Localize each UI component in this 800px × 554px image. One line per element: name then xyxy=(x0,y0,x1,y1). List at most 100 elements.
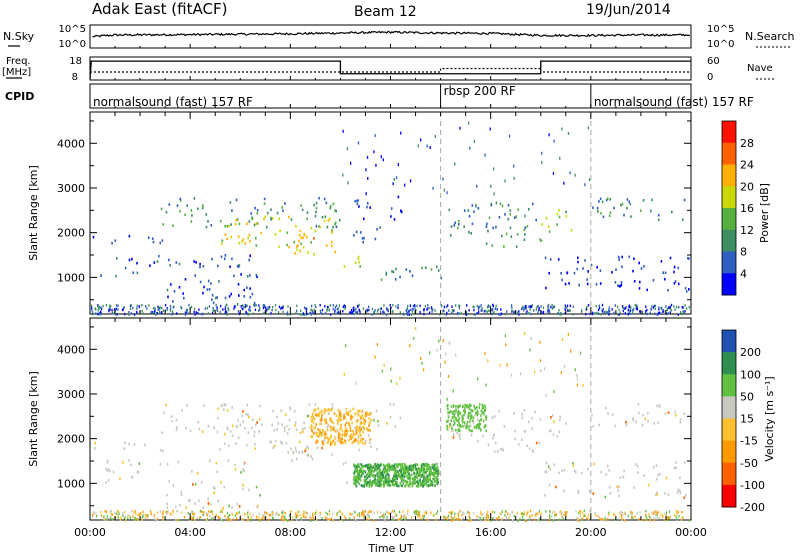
scatter-cell xyxy=(172,312,174,315)
velocity-positive-cell xyxy=(401,475,404,478)
velocity-positive-cell xyxy=(361,484,364,488)
scatter-cell xyxy=(212,301,215,305)
scatter-cell xyxy=(673,282,676,285)
scatter-cell xyxy=(192,517,194,520)
velocity-positive-cell xyxy=(484,406,487,409)
velocity-negative-cell xyxy=(315,441,317,444)
velocity-negative-cell xyxy=(349,429,352,432)
velocity-positive-cell xyxy=(478,424,480,428)
scatter-cell xyxy=(624,512,627,516)
scatter-cell xyxy=(620,514,622,517)
velocity-positive-cell xyxy=(374,468,376,472)
scatter-cell xyxy=(314,512,316,515)
scatter-cell xyxy=(587,270,589,273)
scatter-cell xyxy=(442,310,444,313)
scatter-cell xyxy=(485,242,488,245)
scatter-cell xyxy=(144,443,146,447)
y-tick-label: 2000 xyxy=(57,227,85,240)
scatter-cell xyxy=(219,448,221,451)
scatter-cell xyxy=(326,307,328,311)
scatter-cell xyxy=(226,427,229,431)
velocity-positive-cell xyxy=(359,470,361,473)
scatter-cell xyxy=(335,225,338,229)
scatter-cell xyxy=(622,306,624,310)
velocity-positive-cell xyxy=(407,473,410,477)
scatter-cell xyxy=(682,306,684,309)
scatter-cell xyxy=(433,513,435,517)
scatter-cell xyxy=(656,313,658,316)
scatter-cell xyxy=(463,512,465,515)
scatter-cell xyxy=(426,144,428,148)
scatter-cell xyxy=(109,510,111,514)
scatter-cell xyxy=(231,513,234,516)
velocity-positive-cell xyxy=(383,469,385,473)
scatter-cell xyxy=(414,310,416,314)
scatter-cell xyxy=(514,437,516,441)
scatter-cell xyxy=(353,516,355,519)
scatter-cell xyxy=(621,518,623,521)
velocity-negative-cell xyxy=(368,421,371,424)
scatter-cell xyxy=(405,514,407,518)
scatter-cell xyxy=(116,257,118,260)
velocity-negative-cell xyxy=(348,438,350,442)
scatter-cell xyxy=(259,307,261,310)
scatter-cell xyxy=(368,305,370,308)
scatter-cell xyxy=(256,421,258,424)
scatter-cell xyxy=(641,310,644,314)
scatter-cell xyxy=(443,515,445,519)
velocity-positive-cell xyxy=(436,462,438,466)
velocity-positive-cell xyxy=(367,463,370,467)
scatter-cell xyxy=(581,518,583,521)
scatter-cell xyxy=(228,225,230,228)
scatter-cell xyxy=(513,164,515,168)
scatter-cell xyxy=(312,512,314,516)
scatter-cell xyxy=(237,265,240,268)
colorbar-segment xyxy=(722,440,736,464)
scatter-cell xyxy=(258,304,260,307)
scatter-cell xyxy=(586,282,589,286)
velocity-negative-cell xyxy=(338,433,340,436)
scatter-cell xyxy=(417,511,419,514)
scatter-cell xyxy=(255,423,257,427)
scatter-cell xyxy=(211,517,213,521)
scatter-cell xyxy=(171,310,174,313)
scatter-cell xyxy=(191,214,193,217)
velocity-positive-cell xyxy=(400,479,403,483)
scatter-cell xyxy=(161,239,164,242)
scatter-cell xyxy=(572,461,574,465)
scatter-cell xyxy=(389,403,391,406)
scatter-cell xyxy=(329,304,332,307)
scatter-cell xyxy=(253,223,256,227)
velocity-positive-cell xyxy=(469,429,472,433)
scatter-cell xyxy=(645,305,647,308)
scatter-cell xyxy=(548,271,550,275)
scatter-cell xyxy=(157,308,159,312)
scatter-cell xyxy=(478,516,480,519)
nsky-line xyxy=(92,30,691,38)
scatter-cell xyxy=(292,516,294,519)
velocity-negative-cell xyxy=(337,409,340,412)
velocity-negative-cell xyxy=(366,412,369,415)
scatter-cell xyxy=(656,514,658,517)
scatter-cell xyxy=(204,307,206,310)
velocity-negative-cell xyxy=(334,441,336,445)
scatter-cell xyxy=(674,308,676,311)
scatter-cell xyxy=(503,245,505,248)
scatter-cell xyxy=(229,514,231,517)
velocity-positive-cell xyxy=(450,405,453,408)
velocity-positive-cell xyxy=(430,472,433,476)
scatter-cell xyxy=(308,403,311,406)
scatter-cell xyxy=(446,518,448,522)
scatter-cell xyxy=(274,303,277,307)
scatter-cell xyxy=(137,513,139,517)
scatter-cell xyxy=(392,310,394,313)
velocity-positive-cell xyxy=(419,478,421,482)
scatter-cell xyxy=(124,266,127,270)
scatter-cell xyxy=(219,516,221,520)
velocity-positive-cell xyxy=(397,474,399,478)
scatter-cell xyxy=(338,218,341,222)
scatter-cell xyxy=(446,311,448,315)
velocity-positive-cell xyxy=(416,471,418,474)
velocity-positive-cell xyxy=(377,463,380,467)
velocity-positive-cell xyxy=(409,476,412,480)
